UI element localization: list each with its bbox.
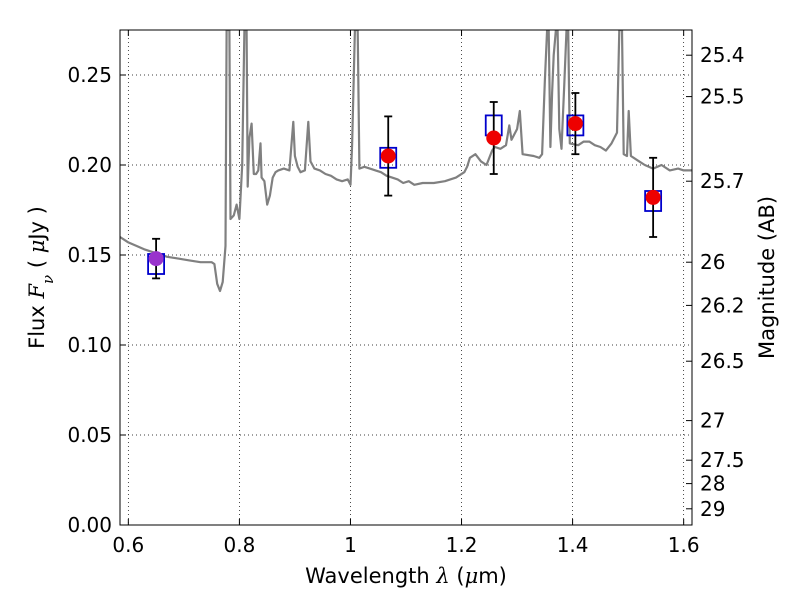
y-tick-label: 0.20	[67, 153, 112, 177]
y2-tick-label: 27.5	[700, 448, 745, 472]
observed-point	[380, 148, 396, 164]
observed-point	[567, 116, 583, 132]
y2-tick-label: 26.5	[700, 349, 745, 373]
y-tick-label: 0.25	[67, 63, 112, 87]
y-tick-label: 0.10	[67, 333, 112, 357]
y-tick-label: 0.15	[67, 243, 112, 267]
model-sed-line	[120, 30, 692, 293]
right-axis-label: Magnitude (AB)	[755, 196, 779, 359]
y2-tick-label: 29	[700, 497, 725, 521]
y2-tick-label: 26.2	[700, 293, 745, 317]
plot-frame	[119, 29, 693, 526]
axis-ticks: 0.6 0.8 1 1.2 1.4 1.6 0.00 0.05 0.10 0.15 0.20 0.25…	[67, 30, 745, 557]
observed-point	[148, 251, 164, 267]
y2-tick-label: 27	[700, 409, 725, 433]
y-axis-label: Flux Fν ( μJy )	[25, 206, 57, 349]
x-tick-label: 1.2	[446, 533, 478, 557]
y2-tick-label: 25.5	[700, 85, 745, 109]
observed-point	[486, 130, 502, 146]
series-layer	[120, 30, 692, 293]
y-tick-label: 0.00	[67, 513, 112, 537]
x-tick-label: 0.6	[112, 533, 144, 557]
y2-tick-label: 28	[700, 472, 725, 496]
x-tick-label: 0.8	[223, 533, 255, 557]
x-axis-label: Wavelength λ (μm)	[305, 564, 507, 588]
y2-tick-label: 25.7	[700, 169, 745, 193]
grid-lines	[120, 30, 692, 526]
x-tick-label: 1.6	[668, 533, 700, 557]
y2-tick-label: 25.4	[700, 43, 745, 67]
x-tick-label: 1	[344, 533, 357, 557]
y2-tick-label: 26	[700, 250, 725, 274]
x-tick-label: 1.4	[557, 533, 589, 557]
observed-point	[645, 189, 661, 205]
clipped-series	[120, 30, 692, 293]
y-tick-label: 0.05	[67, 423, 112, 447]
